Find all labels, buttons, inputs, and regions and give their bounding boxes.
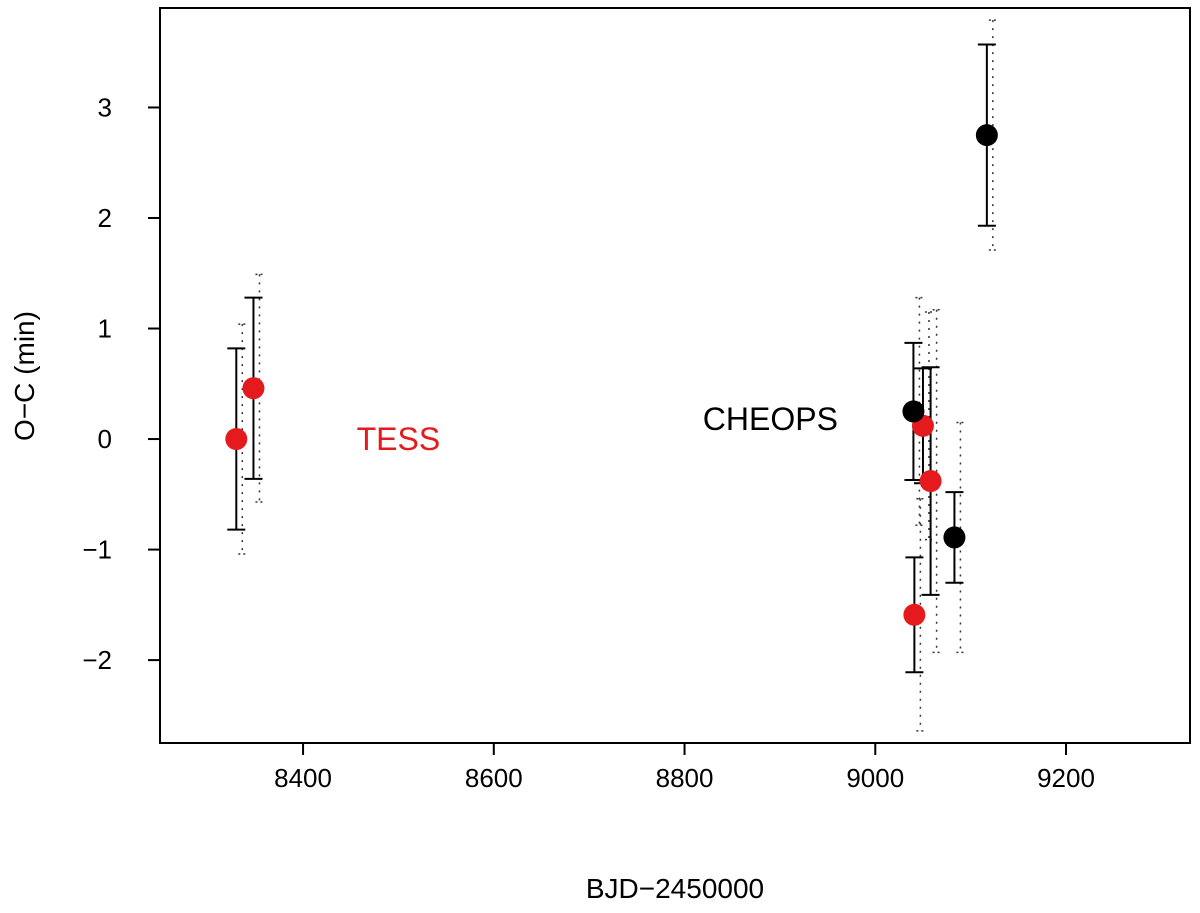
annotations: TESS CHEOPS xyxy=(357,401,838,457)
data-point xyxy=(943,526,966,549)
error-bars xyxy=(227,19,997,732)
y-tick-label: 1 xyxy=(98,314,112,344)
data-point xyxy=(919,470,942,493)
y-tick-label: −1 xyxy=(82,535,112,565)
annotation-label: TESS xyxy=(357,421,441,457)
y-tick-label: 0 xyxy=(98,424,112,454)
x-tick-label: 8800 xyxy=(656,763,714,793)
annotation-label: CHEOPS xyxy=(703,401,838,437)
x-tick-label: 8600 xyxy=(465,763,523,793)
data-point xyxy=(225,428,248,451)
y-tick-label: 2 xyxy=(98,203,112,233)
y-tick-label: 3 xyxy=(98,92,112,122)
x-axis-ticks: 8400 8600 8800 9000 9200 xyxy=(274,743,1095,793)
y-tick-label: −2 xyxy=(82,645,112,675)
data-point xyxy=(975,124,998,147)
plot-frame xyxy=(159,7,1191,744)
x-tick-label: 8400 xyxy=(274,763,332,793)
data-points xyxy=(225,124,998,626)
x-axis-title: BJD−2450000 xyxy=(586,873,764,904)
data-point xyxy=(903,603,926,626)
y-axis-title: O−C (min) xyxy=(9,311,40,441)
x-tick-label: 9000 xyxy=(846,763,904,793)
data-point xyxy=(902,400,925,423)
data-point xyxy=(242,377,265,400)
y-axis-ticks: −2 −1 0 1 2 3 xyxy=(82,92,160,675)
x-tick-label: 9200 xyxy=(1037,763,1095,793)
